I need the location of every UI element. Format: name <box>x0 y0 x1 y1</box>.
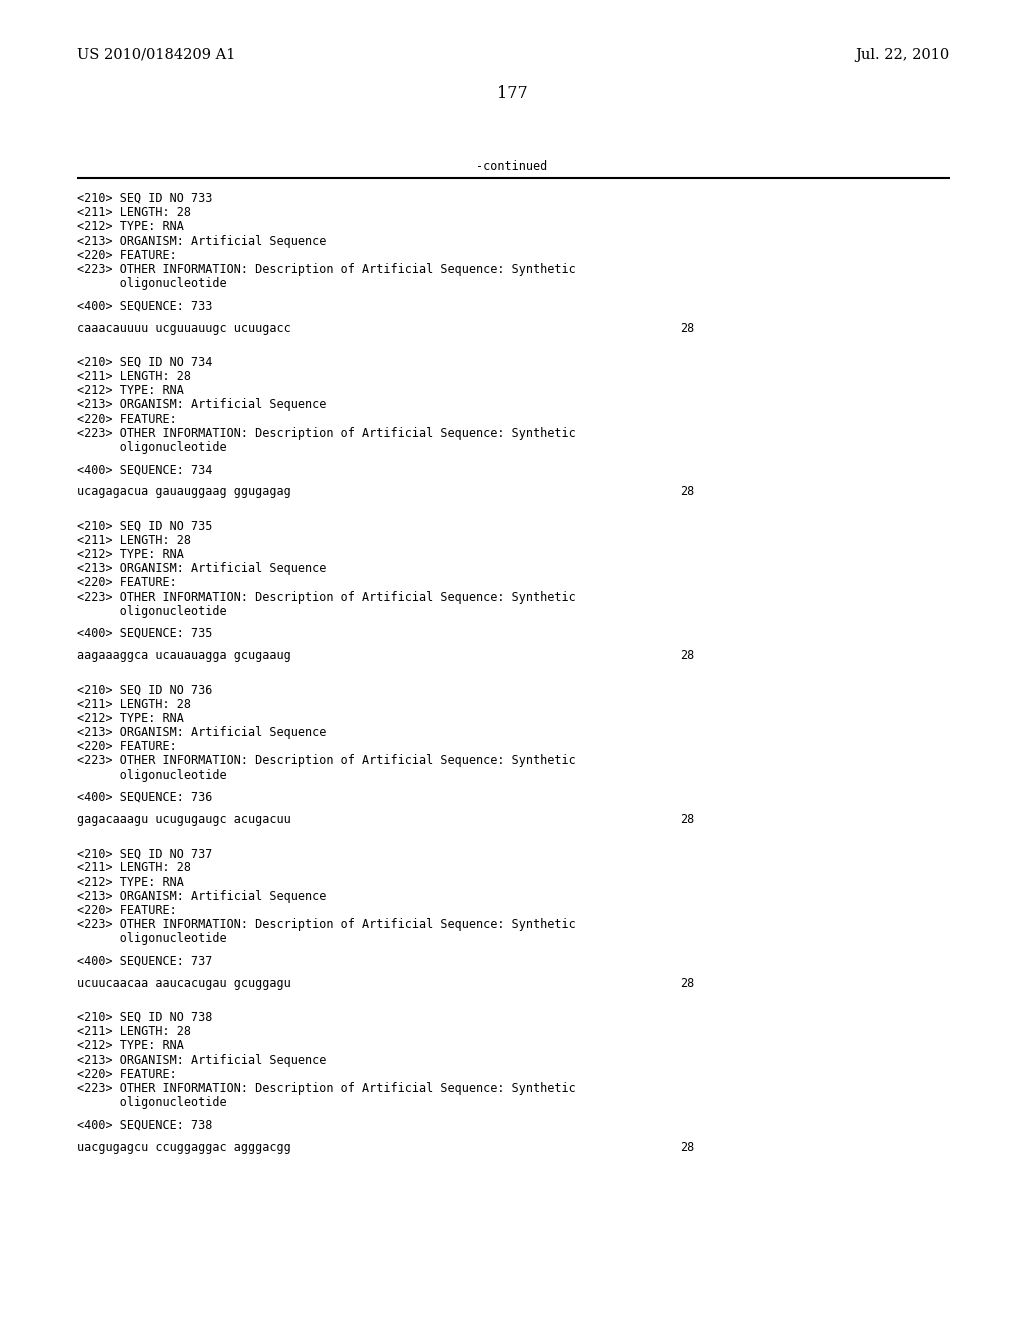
Text: <213> ORGANISM: Artificial Sequence: <213> ORGANISM: Artificial Sequence <box>77 890 327 903</box>
Text: 28: 28 <box>680 1140 694 1154</box>
Text: <213> ORGANISM: Artificial Sequence: <213> ORGANISM: Artificial Sequence <box>77 562 327 576</box>
Text: <220> FEATURE:: <220> FEATURE: <box>77 904 177 917</box>
Text: <220> FEATURE:: <220> FEATURE: <box>77 1068 177 1081</box>
Text: <213> ORGANISM: Artificial Sequence: <213> ORGANISM: Artificial Sequence <box>77 1053 327 1067</box>
Text: 28: 28 <box>680 486 694 499</box>
Text: <212> TYPE: RNA: <212> TYPE: RNA <box>77 875 184 888</box>
Text: <212> TYPE: RNA: <212> TYPE: RNA <box>77 384 184 397</box>
Text: <210> SEQ ID NO 735: <210> SEQ ID NO 735 <box>77 520 212 532</box>
Text: <211> LENGTH: 28: <211> LENGTH: 28 <box>77 862 191 874</box>
Text: <210> SEQ ID NO 733: <210> SEQ ID NO 733 <box>77 191 212 205</box>
Text: <223> OTHER INFORMATION: Description of Artificial Sequence: Synthetic: <223> OTHER INFORMATION: Description of … <box>77 590 575 603</box>
Text: caaacauuuu ucguuauugc ucuugacc: caaacauuuu ucguuauugc ucuugacc <box>77 322 291 334</box>
Text: <223> OTHER INFORMATION: Description of Artificial Sequence: Synthetic: <223> OTHER INFORMATION: Description of … <box>77 426 575 440</box>
Text: <212> TYPE: RNA: <212> TYPE: RNA <box>77 1039 184 1052</box>
Text: 28: 28 <box>680 813 694 826</box>
Text: <400> SEQUENCE: 738: <400> SEQUENCE: 738 <box>77 1118 212 1131</box>
Text: <213> ORGANISM: Artificial Sequence: <213> ORGANISM: Artificial Sequence <box>77 726 327 739</box>
Text: <223> OTHER INFORMATION: Description of Artificial Sequence: Synthetic: <223> OTHER INFORMATION: Description of … <box>77 755 575 767</box>
Text: <220> FEATURE:: <220> FEATURE: <box>77 248 177 261</box>
Text: oligonucleotide: oligonucleotide <box>77 277 226 290</box>
Text: 28: 28 <box>680 322 694 334</box>
Text: <210> SEQ ID NO 736: <210> SEQ ID NO 736 <box>77 684 212 697</box>
Text: <400> SEQUENCE: 733: <400> SEQUENCE: 733 <box>77 300 212 313</box>
Text: 177: 177 <box>497 84 527 102</box>
Text: <211> LENGTH: 28: <211> LENGTH: 28 <box>77 370 191 383</box>
Text: <223> OTHER INFORMATION: Description of Artificial Sequence: Synthetic: <223> OTHER INFORMATION: Description of … <box>77 1082 575 1096</box>
Text: aagaaaggca ucauauagga gcugaaug: aagaaaggca ucauauagga gcugaaug <box>77 649 291 663</box>
Text: ucuucaacaa aaucacugau gcuggagu: ucuucaacaa aaucacugau gcuggagu <box>77 977 291 990</box>
Text: <220> FEATURE:: <220> FEATURE: <box>77 413 177 425</box>
Text: <213> ORGANISM: Artificial Sequence: <213> ORGANISM: Artificial Sequence <box>77 235 327 248</box>
Text: <210> SEQ ID NO 734: <210> SEQ ID NO 734 <box>77 356 212 368</box>
Text: oligonucleotide: oligonucleotide <box>77 605 226 618</box>
Text: oligonucleotide: oligonucleotide <box>77 441 226 454</box>
Text: <212> TYPE: RNA: <212> TYPE: RNA <box>77 220 184 234</box>
Text: <210> SEQ ID NO 738: <210> SEQ ID NO 738 <box>77 1011 212 1024</box>
Text: <211> LENGTH: 28: <211> LENGTH: 28 <box>77 1026 191 1039</box>
Text: Jul. 22, 2010: Jul. 22, 2010 <box>856 48 950 62</box>
Text: oligonucleotide: oligonucleotide <box>77 932 226 945</box>
Text: US 2010/0184209 A1: US 2010/0184209 A1 <box>77 48 236 62</box>
Text: oligonucleotide: oligonucleotide <box>77 768 226 781</box>
Text: uacgugagcu ccuggaggac agggacgg: uacgugagcu ccuggaggac agggacgg <box>77 1140 291 1154</box>
Text: -continued: -continued <box>476 160 548 173</box>
Text: <211> LENGTH: 28: <211> LENGTH: 28 <box>77 697 191 710</box>
Text: <211> LENGTH: 28: <211> LENGTH: 28 <box>77 206 191 219</box>
Text: <223> OTHER INFORMATION: Description of Artificial Sequence: Synthetic: <223> OTHER INFORMATION: Description of … <box>77 919 575 931</box>
Text: <212> TYPE: RNA: <212> TYPE: RNA <box>77 711 184 725</box>
Text: <223> OTHER INFORMATION: Description of Artificial Sequence: Synthetic: <223> OTHER INFORMATION: Description of … <box>77 263 575 276</box>
Text: gagacaaagu ucugugaugc acugacuu: gagacaaagu ucugugaugc acugacuu <box>77 813 291 826</box>
Text: <220> FEATURE:: <220> FEATURE: <box>77 741 177 754</box>
Text: oligonucleotide: oligonucleotide <box>77 1096 226 1109</box>
Text: <400> SEQUENCE: 735: <400> SEQUENCE: 735 <box>77 627 212 640</box>
Text: 28: 28 <box>680 977 694 990</box>
Text: <213> ORGANISM: Artificial Sequence: <213> ORGANISM: Artificial Sequence <box>77 399 327 412</box>
Text: <400> SEQUENCE: 736: <400> SEQUENCE: 736 <box>77 791 212 804</box>
Text: <400> SEQUENCE: 734: <400> SEQUENCE: 734 <box>77 463 212 477</box>
Text: ucagagacua gauauggaag ggugagag: ucagagacua gauauggaag ggugagag <box>77 486 291 499</box>
Text: <210> SEQ ID NO 737: <210> SEQ ID NO 737 <box>77 847 212 861</box>
Text: <212> TYPE: RNA: <212> TYPE: RNA <box>77 548 184 561</box>
Text: <400> SEQUENCE: 737: <400> SEQUENCE: 737 <box>77 954 212 968</box>
Text: 28: 28 <box>680 649 694 663</box>
Text: <211> LENGTH: 28: <211> LENGTH: 28 <box>77 533 191 546</box>
Text: <220> FEATURE:: <220> FEATURE: <box>77 577 177 590</box>
